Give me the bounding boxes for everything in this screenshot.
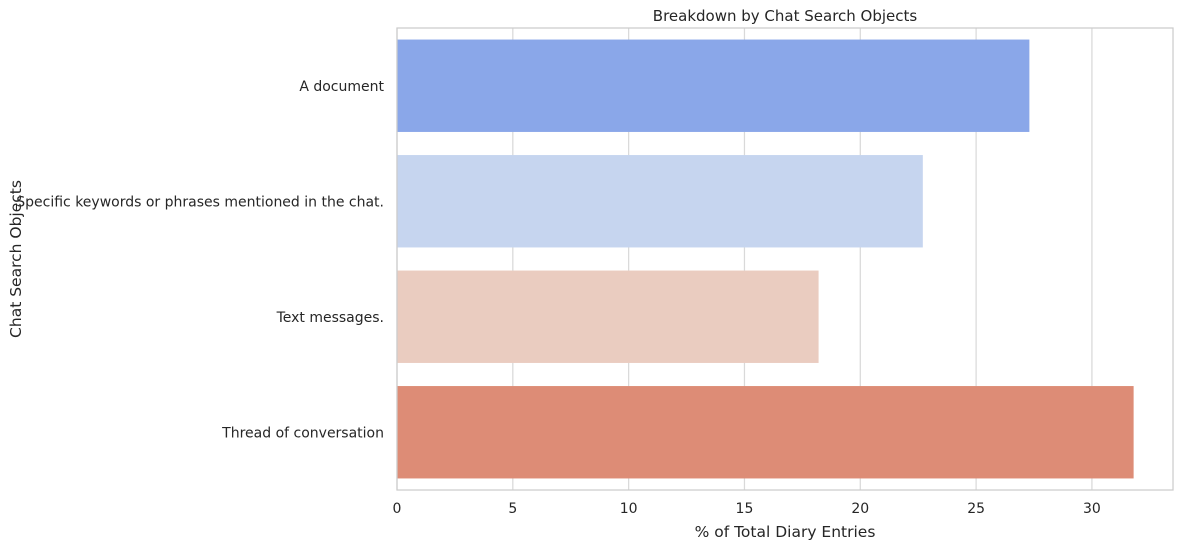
y-tick-labels: A document Specific keywords or phrases m… (16, 79, 384, 442)
x-tick-label: 15 (736, 501, 754, 517)
x-tick-label: 30 (1083, 501, 1101, 517)
x-tick-label: 20 (851, 501, 869, 517)
x-tick-labels: 0 5 10 15 20 25 30 (393, 501, 1101, 517)
y-tick-label: Thread of conversation (221, 425, 384, 441)
bar (397, 386, 1134, 479)
bar (397, 270, 819, 363)
y-tick-label: Text messages. (276, 310, 384, 326)
y-axis-title: Chat Search Objects (7, 180, 25, 338)
bar (397, 39, 1030, 132)
chart-title: Breakdown by Chat Search Objects (653, 7, 918, 25)
y-tick-label: A document (299, 79, 384, 95)
bar (397, 155, 923, 248)
x-tick-label: 10 (620, 501, 638, 517)
x-axis-title: % of Total Diary Entries (695, 523, 876, 541)
bars (397, 39, 1134, 479)
x-tick-label: 25 (967, 501, 985, 517)
y-tick-label: Specific keywords or phrases mentioned i… (16, 194, 384, 210)
x-tick-label: 5 (508, 501, 517, 517)
x-tick-label: 0 (393, 501, 402, 517)
plot-frame (396, 27, 1174, 491)
